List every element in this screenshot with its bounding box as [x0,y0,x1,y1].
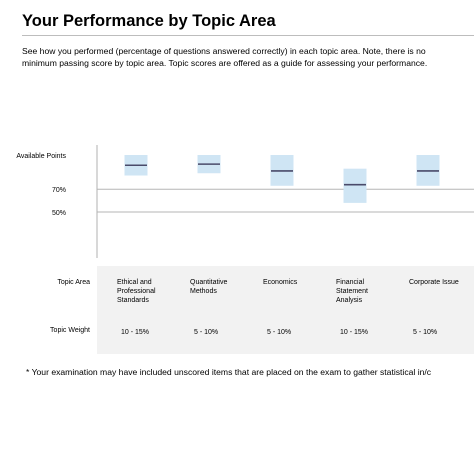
topic-name: Ethical and Professional Standards [117,278,179,305]
topic-name-line: Statement [336,288,368,295]
topic-name-line: Economics [263,279,298,286]
topic-weight: 10 - 15% [340,329,369,336]
topic-name-line: Standards [117,297,149,304]
description-line-2: minimum passing score by topic area. Top… [22,58,428,68]
topic-name: Economics [263,278,325,287]
topic-weight-label: Topic Weight [50,327,90,334]
topic-area-label: Topic Area [57,279,90,286]
topic-name: Financial Statement Analysis [336,278,398,305]
topic-name: Quantitative Methods [190,278,252,296]
page-title: Your Performance by Topic Area [22,12,276,30]
topic-name-line: Corporate Issue [409,279,459,286]
topic-table-background [97,266,474,354]
topic-weight: 10 - 15% [121,329,150,336]
topic-weight: 5 - 10% [194,329,219,336]
y-tick-label: Available Points [16,153,66,160]
title-divider [22,35,474,36]
topic-name-line: Analysis [336,297,363,304]
topic-weight: 5 - 10% [267,329,292,336]
topic-name: Corporate Issue [409,278,471,287]
footnote: * Your examination may have included uns… [26,367,432,377]
topic-name-line: Quantitative [190,279,228,286]
score-range-band [343,168,367,203]
topic-weight: 5 - 10% [413,329,438,336]
y-tick-label: 70% [52,187,66,194]
topic-name-line: Ethical and [117,279,152,286]
topic-name-line: Methods [190,288,217,295]
topic-name-line: Professional [117,288,156,295]
description: See how you performed (percentage of que… [22,45,474,69]
performance-chart: Available Points 70% 50% [16,145,474,258]
y-tick-label: 50% [52,210,66,217]
description-line-1: See how you performed (percentage of que… [22,46,426,56]
topic-name-line: Financial [336,279,365,286]
